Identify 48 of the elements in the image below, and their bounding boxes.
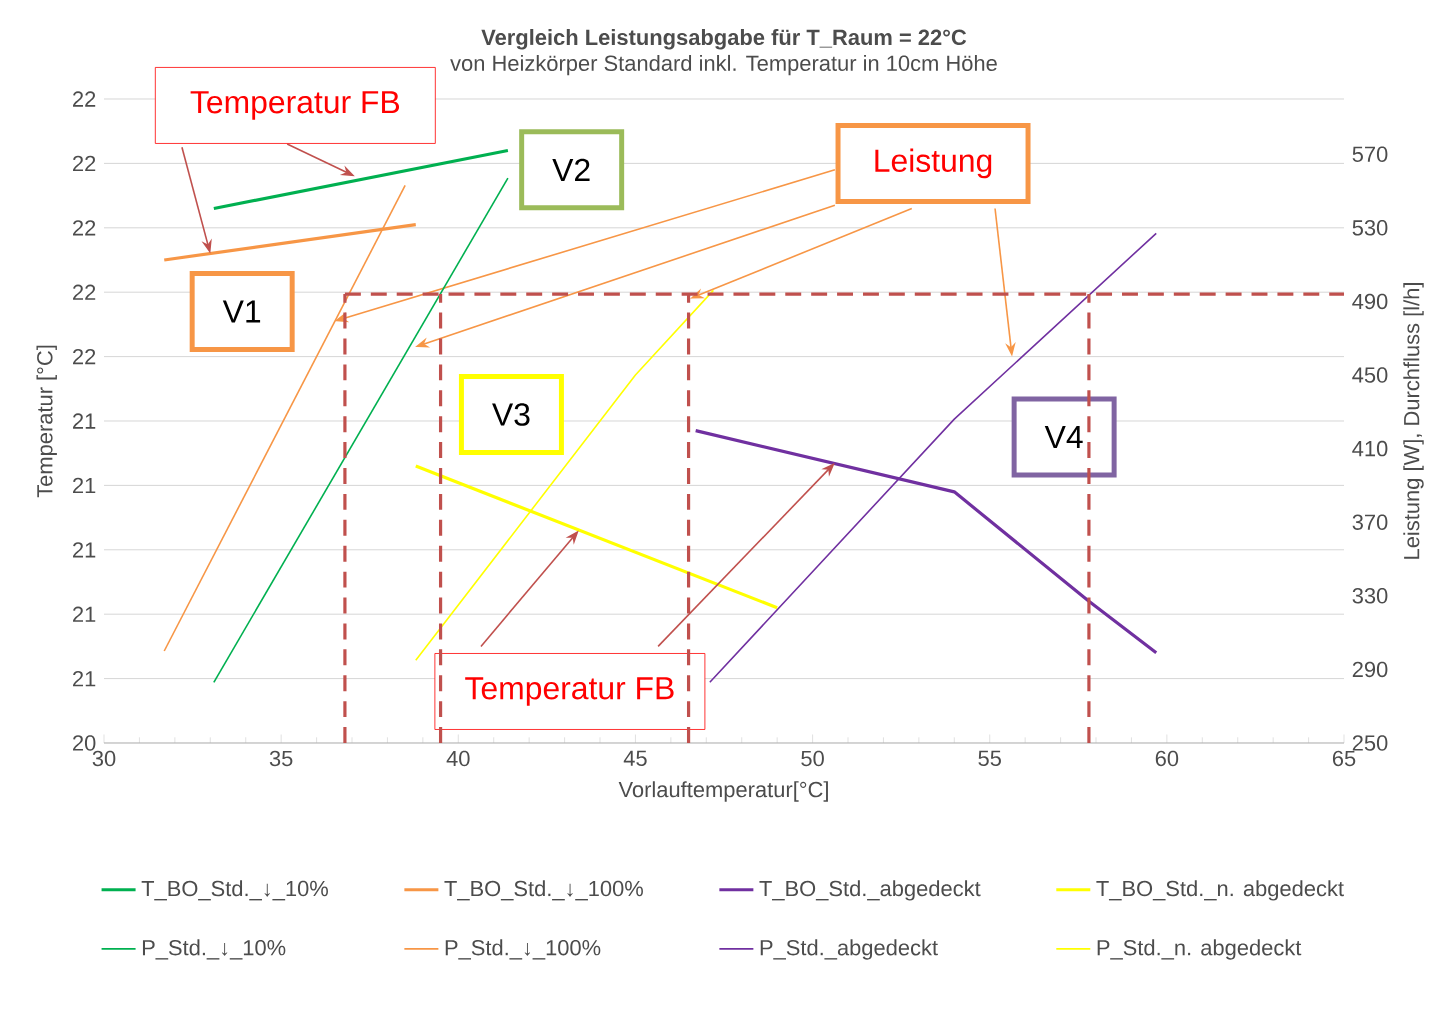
annotation: Temperatur FB <box>465 677 674 706</box>
legend-label: P_Std._↓_100% <box>445 939 601 960</box>
chart-subtitle: von Heizkörper Standard inkl. Temperatur in 10cm Höhe <box>450 54 997 76</box>
legend-label: T_BO_Std._abgedeckt <box>759 880 981 901</box>
x-tick-label: 60 <box>1155 750 1179 767</box>
y2-axis-title: Leistung [W], Durchfluss [l/h] <box>1403 283 1424 559</box>
y2-tick-label: 570 <box>1352 146 1388 162</box>
y-tick-label: 22 <box>73 348 96 365</box>
legend-label: P_Std._abgedeckt <box>760 939 938 960</box>
y2-tick-label: 490 <box>1352 293 1388 310</box>
annotation: V2 <box>552 158 590 181</box>
x-tick-label: 30 <box>92 750 116 767</box>
y2-tick-label: 370 <box>1352 514 1388 530</box>
y2-tick-label: 450 <box>1352 367 1388 383</box>
annotation: Leistung <box>875 148 992 179</box>
y2-tick-label: 250 <box>1352 735 1388 751</box>
y-tick-label: 22 <box>73 155 96 172</box>
y-axis-title: Temperatur [°C] <box>36 345 57 498</box>
y2-tick-label: 530 <box>1352 220 1388 236</box>
legend-label: P_Std._↓_10% <box>142 939 286 960</box>
x-axis-title: Vorlauftemperatur[°C] <box>618 781 828 802</box>
y-tick-label: 21 <box>73 413 96 429</box>
y-tick-label: 22 <box>73 220 96 236</box>
y-tick-label: 22 <box>73 284 96 300</box>
x-tick-label: 50 <box>801 750 824 767</box>
x-tick-label: 55 <box>978 750 1001 766</box>
annotation: V3 <box>492 403 530 426</box>
y-tick-label: 22 <box>73 91 96 107</box>
y-tick-label: 21 <box>73 542 96 558</box>
y-tick-label: 20 <box>73 735 96 751</box>
y2-tick-label: 410 <box>1352 440 1388 457</box>
y-tick-label: 21 <box>73 670 96 687</box>
legend-label: P_Std._n. abgedeckt <box>1097 939 1302 960</box>
x-tick-label: 40 <box>446 750 470 767</box>
annotation: V1 <box>222 300 261 323</box>
legend-label: T_BO_Std._↓_10% <box>141 880 328 901</box>
x-tick-label: 65 <box>1332 750 1356 767</box>
y-tick-label: 21 <box>73 477 96 494</box>
y2-tick-label: 330 <box>1352 588 1388 604</box>
x-tick-label: 35 <box>269 750 293 767</box>
y-tick-label: 21 <box>73 606 96 622</box>
annotation: Temperatur FB <box>190 91 400 120</box>
x-tick-label: 45 <box>623 750 647 766</box>
legend-label: T_BO_Std._n. abgedeckt <box>1096 880 1344 901</box>
legend-label: T_BO_Std._↓_100% <box>444 880 643 901</box>
annotation: V4 <box>1044 426 1083 449</box>
chart-title: Vergleich Leistungsabgabe für T_Raum = 22°C <box>481 29 967 50</box>
y2-tick-label: 290 <box>1352 661 1388 678</box>
